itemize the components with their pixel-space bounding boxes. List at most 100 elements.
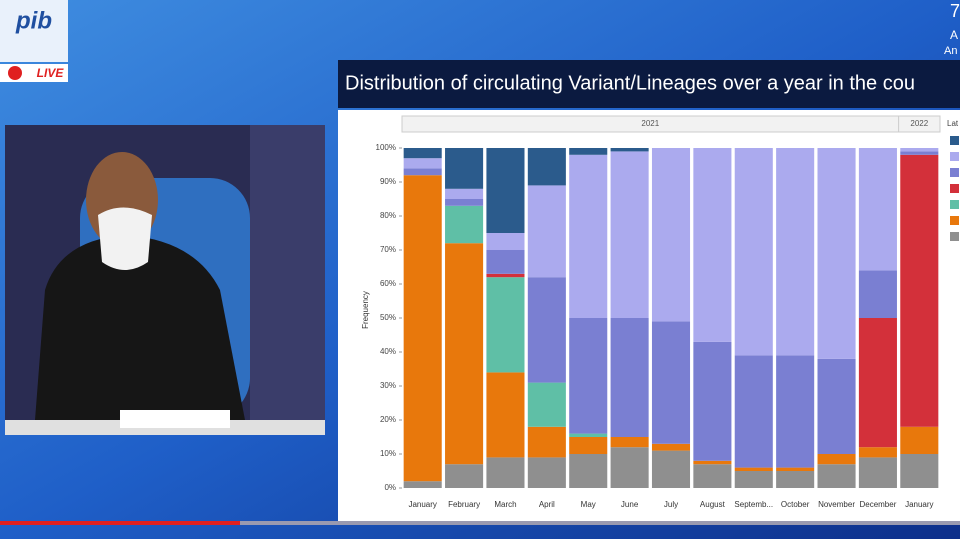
logo-box — [0, 0, 68, 62]
corner-text: An — [944, 45, 957, 57]
bar-segment — [527, 457, 566, 488]
bar-segment — [445, 148, 484, 189]
bar-segment — [569, 318, 608, 434]
x-tick-label: February — [448, 500, 480, 509]
corner-text: A — [950, 28, 958, 42]
bar-segment — [445, 188, 484, 199]
x-tick-label: August — [700, 500, 726, 509]
x-tick-label: June — [621, 500, 639, 509]
live-text: LIVE — [37, 66, 65, 80]
progress-bar[interactable] — [0, 521, 240, 525]
bar-segment — [486, 372, 525, 458]
x-tick-label: October — [781, 500, 810, 509]
corner-text: 7 — [950, 1, 960, 21]
legend-swatch — [950, 200, 959, 209]
bar-segment — [527, 382, 566, 427]
y-tick-label: 70% — [380, 245, 396, 254]
x-tick-label: November — [818, 500, 855, 509]
bar-segment — [569, 437, 608, 454]
header-row — [401, 115, 941, 133]
bar-segment — [403, 158, 442, 169]
bar-segment — [776, 355, 815, 468]
bar-segment — [486, 273, 525, 278]
bar-segment — [817, 454, 856, 465]
x-tick-label: July — [664, 500, 678, 509]
bar-segment — [569, 454, 608, 488]
paper — [120, 410, 230, 428]
bar-segment — [610, 151, 649, 318]
y-tick-label: 0% — [384, 483, 396, 492]
x-tick-label: Septemb... — [734, 500, 773, 509]
live-dot — [8, 66, 22, 80]
bar-segment — [569, 148, 608, 155]
bar-segment — [858, 148, 897, 271]
bar-segment — [527, 148, 566, 186]
bar-segment — [486, 277, 525, 373]
bar-segment — [734, 471, 773, 488]
bar-segment — [403, 175, 442, 482]
bar-segment — [858, 457, 897, 488]
legend-swatch — [950, 136, 959, 145]
x-tick-label: January — [905, 500, 933, 509]
video-backdrop — [250, 125, 325, 425]
bar-segment — [486, 457, 525, 488]
bar-segment — [858, 447, 897, 458]
bar-segment — [486, 148, 525, 233]
bar-segment — [900, 151, 939, 155]
bar-segment — [776, 471, 815, 488]
legend-swatch — [950, 168, 959, 177]
logo-text: pib — [15, 7, 52, 34]
bar-segment — [445, 464, 484, 488]
bar-segment — [693, 341, 732, 461]
bar-segment — [651, 443, 691, 451]
bar-segment — [693, 148, 732, 342]
x-tick-label: April — [539, 500, 555, 509]
bar-segment — [817, 464, 856, 488]
bar-segment — [734, 355, 773, 468]
x-tick-label: March — [494, 500, 516, 509]
bar-segment — [445, 205, 484, 244]
bar-segment — [734, 148, 773, 356]
bar-segment — [610, 447, 649, 488]
person-body — [35, 235, 245, 420]
y-tick-label: 90% — [380, 177, 396, 186]
x-tick-label: December — [859, 500, 896, 509]
y-tick-label: 10% — [380, 449, 396, 458]
y-tick-label: 80% — [380, 211, 396, 220]
y-tick-label: 40% — [380, 347, 396, 356]
bar-segment — [900, 426, 939, 454]
y-tick-label: 20% — [380, 415, 396, 424]
bar-segment — [569, 433, 608, 437]
bar-segment — [651, 450, 691, 488]
progress-track — [0, 521, 960, 525]
bar-segment — [403, 148, 442, 159]
y-tick-label: 30% — [380, 381, 396, 390]
legend-swatch — [950, 232, 959, 241]
bar-segment — [486, 233, 525, 250]
legend-swatch — [950, 184, 959, 193]
bar-segment — [858, 318, 897, 448]
legend-swatch — [950, 216, 959, 225]
bar-segment — [817, 358, 856, 454]
bar-segment — [445, 199, 484, 206]
x-tick-label: May — [581, 500, 596, 509]
bar-segment — [693, 460, 732, 465]
y-axis-label: Frequency — [361, 291, 370, 329]
bar-segment — [651, 321, 691, 444]
bar-segment — [693, 464, 732, 488]
year-label: 2021 — [641, 119, 659, 128]
bar-segment — [527, 426, 566, 458]
bar-segment — [527, 185, 566, 278]
year-label: 2022 — [910, 119, 928, 128]
bar-segment — [817, 148, 856, 359]
bar-segment — [569, 154, 608, 318]
bar-segment — [610, 318, 649, 437]
x-tick-label: January — [408, 500, 436, 509]
chart-title: Distribution of circulating Variant/Line… — [345, 72, 915, 94]
bar-segment — [900, 148, 939, 152]
bar-segment — [651, 148, 691, 322]
bar-segment — [734, 467, 773, 471]
y-tick-label: 100% — [376, 143, 396, 152]
